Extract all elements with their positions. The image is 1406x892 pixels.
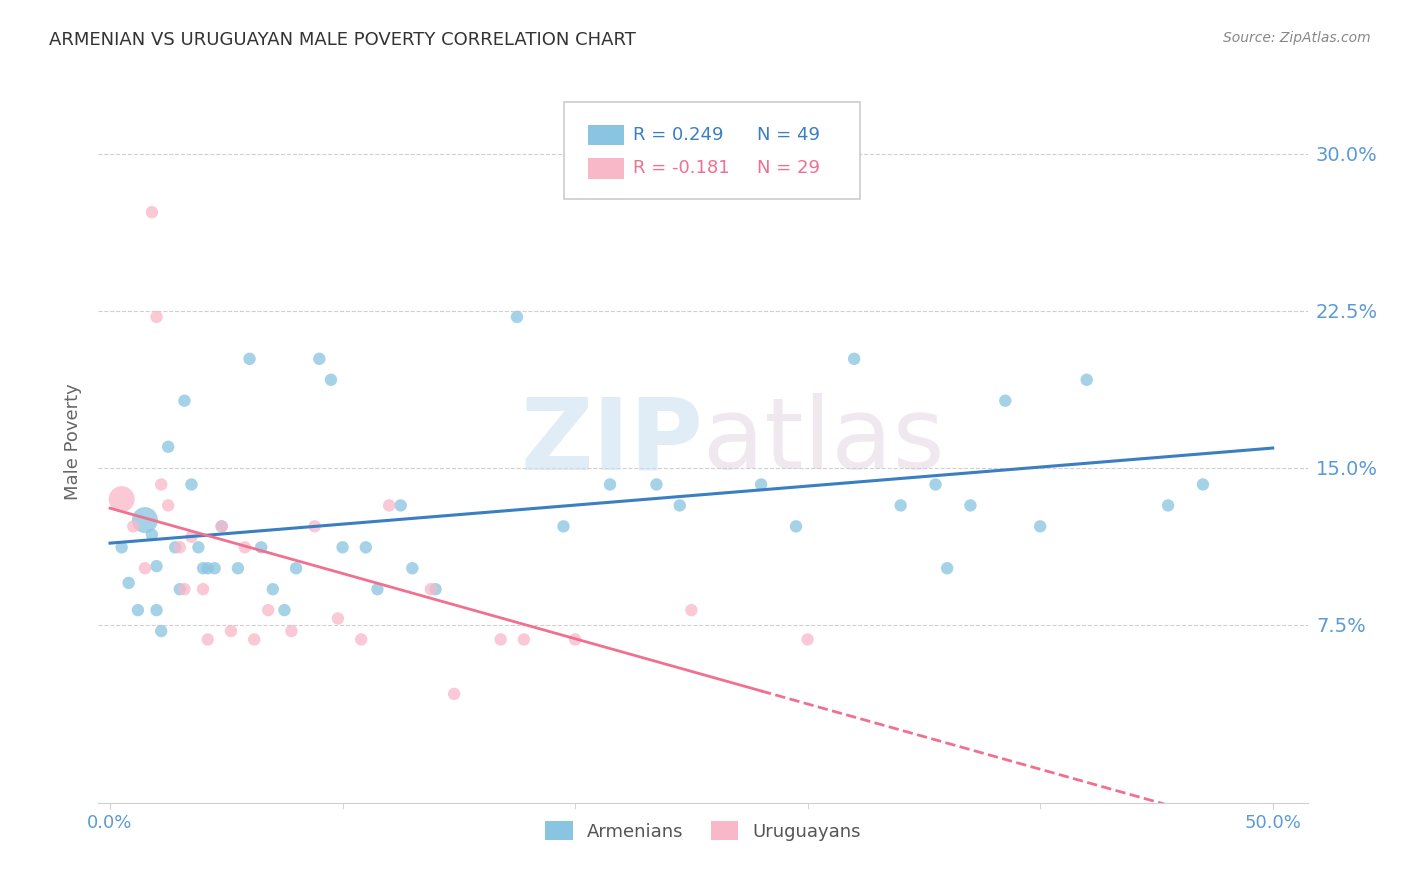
Point <box>197 632 219 647</box>
Point <box>936 561 959 575</box>
Point <box>332 541 354 555</box>
Point <box>994 393 1017 408</box>
Point <box>204 561 226 575</box>
Point <box>219 624 242 638</box>
Point <box>150 624 173 638</box>
Point <box>599 477 621 491</box>
Point <box>187 541 209 555</box>
Point <box>401 561 423 575</box>
Point <box>443 687 465 701</box>
Text: ZIP: ZIP <box>520 393 703 490</box>
Point <box>141 205 163 219</box>
Text: Source: ZipAtlas.com: Source: ZipAtlas.com <box>1223 31 1371 45</box>
Point <box>239 351 262 366</box>
Point <box>250 541 273 555</box>
Point <box>111 492 134 507</box>
Point <box>285 561 308 575</box>
Point <box>1076 373 1098 387</box>
Point <box>354 541 377 555</box>
Text: atlas: atlas <box>703 393 945 490</box>
Point <box>564 632 586 647</box>
Point <box>180 530 202 544</box>
Point <box>844 351 866 366</box>
Point <box>959 499 981 513</box>
Point <box>304 519 326 533</box>
Y-axis label: Male Poverty: Male Poverty <box>63 384 82 500</box>
Text: R = 0.249: R = 0.249 <box>633 126 723 145</box>
Point <box>273 603 295 617</box>
Point <box>553 519 575 533</box>
Point <box>173 393 195 408</box>
Point <box>308 351 330 366</box>
Text: N = 49: N = 49 <box>758 126 821 145</box>
Point <box>191 582 214 597</box>
Point <box>127 603 149 617</box>
Point <box>513 632 536 647</box>
Point <box>262 582 284 597</box>
Point <box>785 519 807 533</box>
Point <box>233 541 256 555</box>
Point <box>681 603 703 617</box>
Point <box>326 611 349 625</box>
Point <box>243 632 266 647</box>
Point <box>425 582 447 597</box>
Point <box>350 632 373 647</box>
Text: N = 29: N = 29 <box>758 160 821 178</box>
Point <box>118 575 141 590</box>
Point <box>1192 477 1215 491</box>
Text: ARMENIAN VS URUGUAYAN MALE POVERTY CORRELATION CHART: ARMENIAN VS URUGUAYAN MALE POVERTY CORRE… <box>49 31 636 49</box>
Point <box>134 513 156 527</box>
Point <box>226 561 249 575</box>
Point <box>1157 499 1180 513</box>
Point <box>1029 519 1052 533</box>
Point <box>257 603 280 617</box>
Point <box>157 499 180 513</box>
Point <box>378 499 401 513</box>
FancyBboxPatch shape <box>588 125 624 145</box>
Point <box>191 561 214 575</box>
Point <box>197 561 219 575</box>
Point <box>389 499 412 513</box>
Point <box>134 561 156 575</box>
Point <box>145 603 167 617</box>
Point <box>157 440 180 454</box>
Point <box>169 582 191 597</box>
Point <box>145 559 167 574</box>
Text: R = -0.181: R = -0.181 <box>633 160 730 178</box>
Point <box>150 477 173 491</box>
Point <box>924 477 946 491</box>
Point <box>122 519 145 533</box>
Point <box>145 310 167 324</box>
FancyBboxPatch shape <box>588 158 624 178</box>
Point <box>211 519 233 533</box>
Point <box>668 499 690 513</box>
Point <box>420 582 443 597</box>
Legend: Armenians, Uruguayans: Armenians, Uruguayans <box>538 814 868 848</box>
Point <box>173 582 195 597</box>
Point <box>645 477 668 491</box>
Point <box>749 477 772 491</box>
Point <box>489 632 512 647</box>
Point <box>180 477 202 491</box>
Point <box>211 519 233 533</box>
Point <box>890 499 912 513</box>
Point <box>796 632 818 647</box>
Point <box>366 582 388 597</box>
FancyBboxPatch shape <box>564 102 860 200</box>
Point <box>111 541 134 555</box>
Point <box>280 624 302 638</box>
Point <box>506 310 529 324</box>
Point <box>319 373 342 387</box>
Point <box>141 527 163 541</box>
Point <box>165 541 187 555</box>
Point <box>169 541 191 555</box>
